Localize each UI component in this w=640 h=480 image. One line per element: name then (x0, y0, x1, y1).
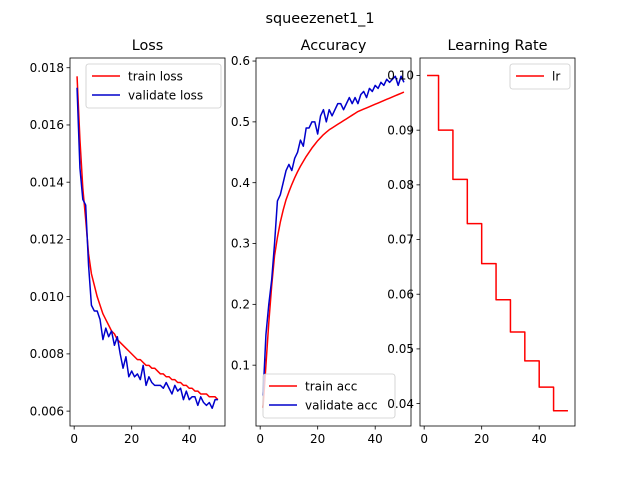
axes-frame (69, 57, 226, 427)
y-tick-label: 0.012 (30, 233, 64, 247)
y-tick-label: 0.3 (231, 237, 250, 251)
axes-frame (419, 57, 576, 427)
series-line-2 (76, 87, 218, 410)
subplot-3: Learning Rate 0 20 40 0.04 0.05 0.06 0.07 0.08 0.… (387, 38, 576, 446)
series-line-2 (262, 75, 405, 396)
y-tick-label: 0.008 (30, 347, 64, 361)
x-tick-label: 0 (420, 432, 428, 446)
legend-label: train acc (305, 379, 357, 393)
legend-label: train loss (128, 69, 183, 83)
y-tick-label: 0.09 (387, 123, 414, 137)
legend-box (85, 63, 222, 109)
series-line-1 (427, 74, 568, 412)
y-tick-label: 0.07 (387, 233, 414, 247)
legend-label: validate loss (128, 88, 203, 102)
x-tick-label: 20 (124, 432, 139, 446)
x-tick-label: 40 (182, 432, 197, 446)
subplot-title: Accuracy (301, 38, 367, 54)
legend: lr (509, 63, 571, 90)
legend-label: lr (552, 69, 560, 83)
x-tick-label: 20 (310, 432, 325, 446)
legend: train loss validate loss (85, 63, 222, 109)
x-tick-label: 40 (368, 432, 383, 446)
y-tick-label: 0.006 (30, 404, 64, 418)
subplot-1: Loss 0 20 40 0.006 0.008 0.010 0.012 0.014 0.016 0… (30, 38, 226, 446)
subplot-2: Accuracy 0 20 40 0.1 0.2 0.3 0.4 0.5 0.6 train acc… (231, 38, 412, 446)
y-tick-label: 0.04 (387, 397, 414, 411)
y-tick-label: 0.05 (387, 342, 414, 356)
subplot-title: Learning Rate (447, 38, 547, 54)
y-tick-label: 0.016 (30, 118, 64, 132)
axes-frame (255, 57, 412, 427)
y-tick-label: 0.4 (231, 176, 250, 190)
series-line-1 (76, 76, 219, 401)
legend-label: validate acc (305, 398, 378, 412)
x-tick-label: 40 (532, 432, 547, 446)
y-tick-label: 0.08 (387, 178, 414, 192)
y-tick-label: 0.014 (30, 175, 64, 189)
y-tick-label: 0.1 (231, 358, 250, 372)
subplot-title: Loss (132, 38, 164, 54)
series-line-1 (262, 91, 405, 408)
x-tick-label: 0 (70, 432, 78, 446)
y-tick-label: 0.5 (231, 115, 250, 129)
y-tick-label: 0.06 (387, 287, 414, 301)
legend-box (262, 373, 396, 419)
y-tick-label: 0.2 (231, 298, 250, 312)
y-tick-label: 0.010 (30, 290, 64, 304)
x-tick-label: 20 (474, 432, 489, 446)
y-tick-label: 0.6 (231, 54, 250, 68)
y-tick-label: 0.018 (30, 61, 64, 75)
figure-suptitle: squeezenet1_1 (266, 11, 375, 27)
legend: train acc validate acc (262, 373, 396, 419)
y-tick-label: 0.10 (387, 69, 414, 83)
x-tick-label: 0 (256, 432, 264, 446)
